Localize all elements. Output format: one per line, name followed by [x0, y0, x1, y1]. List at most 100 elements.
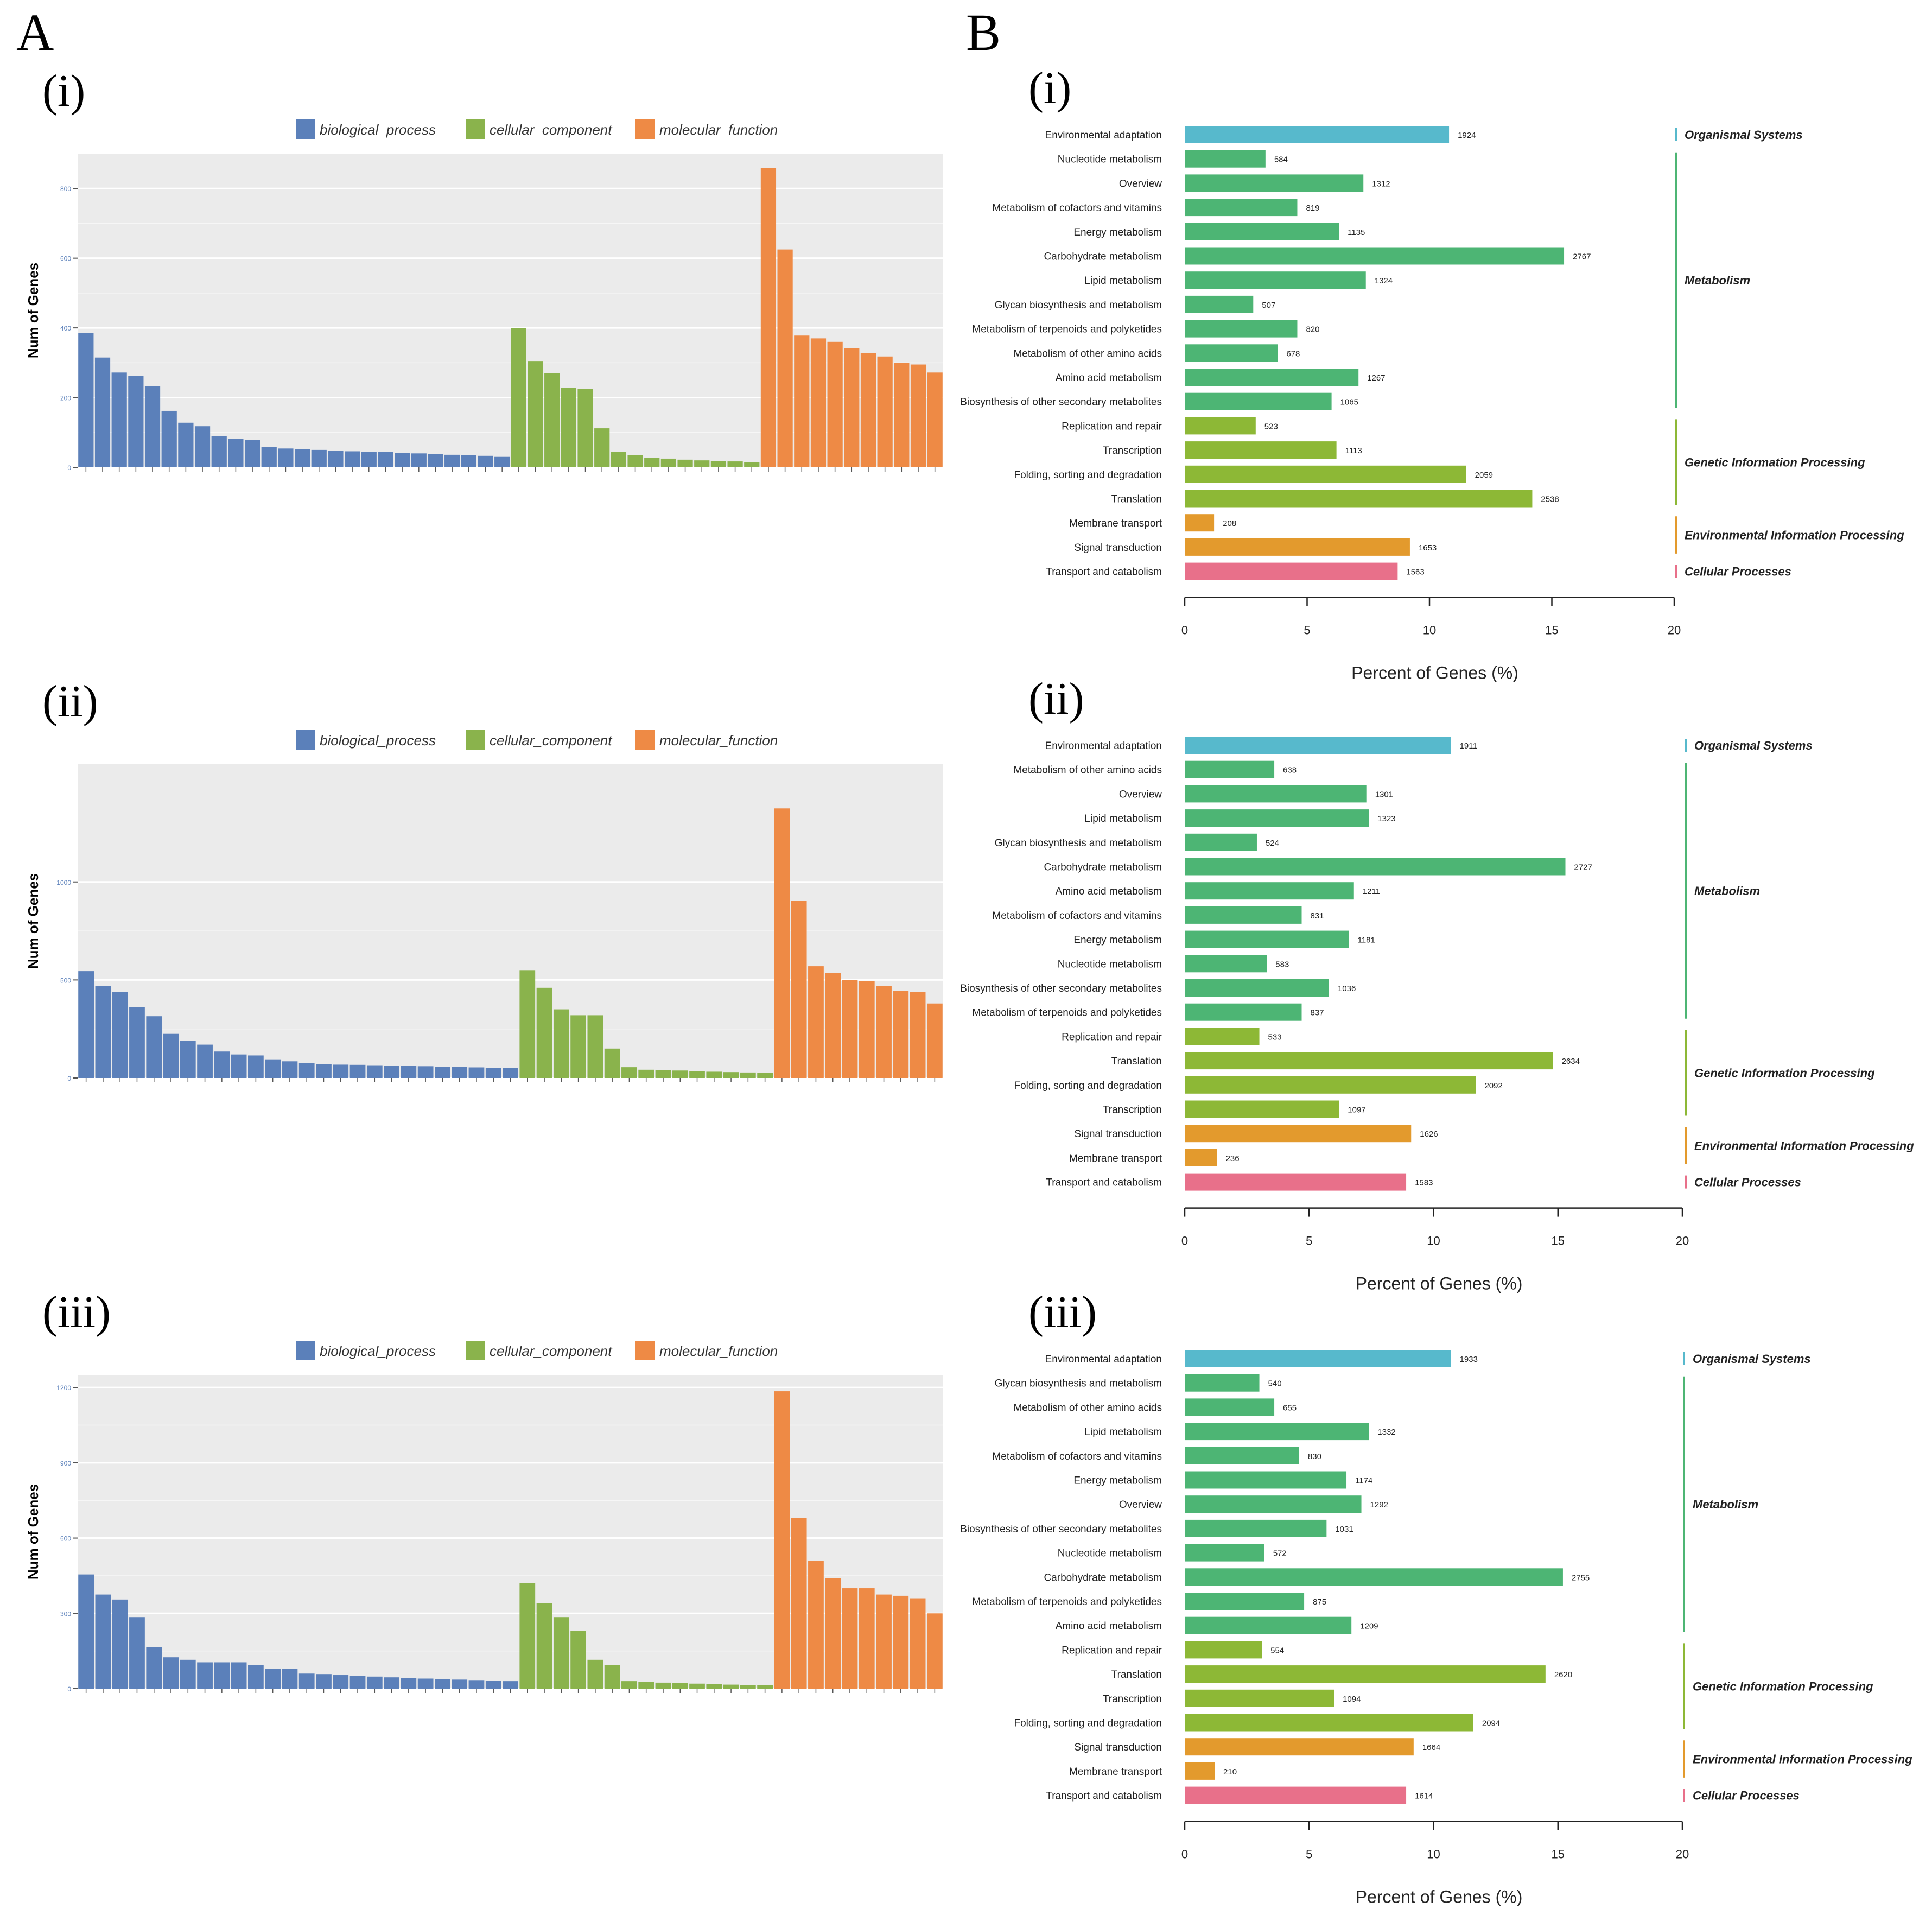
kegg-bar-count: 1583	[1415, 1178, 1433, 1188]
kegg-bar	[1185, 1544, 1264, 1562]
legend-swatch	[296, 730, 315, 750]
x-tick-label: 20	[1668, 624, 1681, 637]
kegg-bar-count: 638	[1283, 766, 1297, 775]
kegg-bar-label: Carbohydrate metabolism	[1044, 862, 1162, 873]
y-tick-label: 0	[67, 1075, 71, 1082]
go-bar	[672, 1683, 688, 1689]
go-bar	[78, 971, 94, 1078]
go-bar	[536, 987, 552, 1078]
kegg-bar-count: 819	[1306, 204, 1319, 213]
go-bar	[926, 1003, 943, 1078]
legend-label: molecular_function	[659, 1343, 778, 1359]
kegg-bar-label: Energy metabolism	[1073, 227, 1162, 238]
go-bar	[894, 363, 910, 467]
y-tick-label: 800	[60, 185, 71, 193]
go-bar	[452, 1679, 468, 1689]
kegg-bar	[1185, 1398, 1275, 1416]
go-bar	[161, 410, 177, 467]
kegg-bar	[1185, 320, 1298, 338]
go-bar	[294, 449, 310, 467]
y-tick-label: 0	[67, 464, 71, 472]
x-tick-label: 15	[1552, 1848, 1565, 1861]
kegg-bar	[1185, 882, 1354, 900]
go-bar	[94, 357, 111, 467]
kegg-bar	[1185, 417, 1256, 435]
legend-label: molecular_function	[659, 732, 778, 749]
kegg-bar	[1185, 441, 1337, 459]
kegg-bar	[1185, 1568, 1563, 1586]
x-tick-label: 5	[1306, 1234, 1312, 1248]
go-bar	[401, 1678, 417, 1689]
kegg-bar-count: 1324	[1375, 276, 1393, 286]
x-tick-label: 20	[1676, 1848, 1689, 1861]
go-bar	[163, 1657, 179, 1689]
kegg-bar	[1185, 760, 1275, 778]
go-bar	[411, 453, 427, 467]
y-tick-label: 0	[67, 1685, 71, 1693]
kegg-bar	[1185, 344, 1278, 362]
x-tick-label: 15	[1545, 624, 1558, 637]
go-bar	[740, 1072, 756, 1078]
go-bar	[876, 1594, 892, 1689]
kegg-bar-count: 2755	[1572, 1573, 1590, 1582]
legend-label: cellular_component	[490, 732, 613, 749]
kegg-bar-count: 1113	[1345, 446, 1362, 455]
legend-label: molecular_function	[659, 122, 778, 138]
kegg-bar-label: Environmental adaptation	[1045, 130, 1162, 141]
go-bar	[859, 981, 875, 1078]
kegg-bar-count: 1174	[1355, 1476, 1372, 1486]
x-tick-label: 5	[1304, 624, 1310, 637]
kegg-bar-label: Membrane transport	[1069, 1153, 1162, 1164]
kegg-bar-label: Translation	[1111, 494, 1162, 505]
kegg-bar-label: Amino acid metabolism	[1056, 1621, 1162, 1632]
go-bar	[553, 1617, 569, 1689]
go-bar	[95, 986, 111, 1078]
go-bar	[298, 1063, 315, 1078]
go-bar	[366, 1065, 383, 1078]
go-bar	[298, 1673, 315, 1689]
go-bar	[757, 1073, 773, 1078]
legend-swatch	[635, 119, 655, 139]
go-bar	[528, 361, 543, 467]
kegg-bar-label: Glycan biosynthesis and metabolism	[995, 1378, 1162, 1390]
kegg-bar-label: Nucleotide metabolism	[1058, 959, 1162, 970]
kegg-bar-count: 830	[1308, 1452, 1321, 1461]
kegg-bar	[1185, 1786, 1407, 1804]
y-tick-label: 200	[60, 395, 71, 402]
y-tick-label: 600	[60, 255, 71, 263]
go-bar	[706, 1684, 722, 1689]
kegg-bar-count: 1664	[1422, 1743, 1440, 1752]
go-bar	[333, 1064, 349, 1078]
kegg-bar-label: Folding, sorting and degradation	[1014, 1080, 1162, 1092]
kegg-bar-label: Folding, sorting and degradation	[1014, 1718, 1162, 1729]
kegg-chart-2: (ii) Environmental adaptation 1911 Metaboli…	[960, 674, 1914, 1293]
y-tick-label: 1000	[56, 879, 71, 886]
kegg-bar-count: 1911	[1460, 741, 1477, 751]
kegg-bar	[1185, 295, 1254, 313]
x-tick-label: 10	[1427, 1848, 1440, 1861]
kegg-bar-label: Biosynthesis of other secondary metaboli…	[960, 1524, 1162, 1535]
kegg-bar-count: 1563	[1406, 568, 1424, 577]
go-bar	[366, 1676, 383, 1689]
go-bar	[244, 440, 260, 467]
go-bar	[694, 460, 710, 467]
kegg-bar-count: 572	[1273, 1549, 1287, 1558]
go-bar	[328, 451, 344, 467]
kegg-bar-count: 210	[1223, 1767, 1237, 1777]
kegg-bar	[1185, 930, 1349, 948]
kegg-chart-3: (iii) Environmental adaptation 1933 Glycan …	[960, 1287, 1912, 1907]
go-bar	[723, 1072, 739, 1078]
go-bar	[144, 386, 161, 467]
go-bar	[740, 1685, 756, 1689]
go-bar	[825, 973, 841, 1078]
kegg-bar-count: 1031	[1335, 1525, 1353, 1534]
go-bar	[361, 452, 377, 467]
kegg-bar-count: 2538	[1541, 495, 1559, 504]
kegg-bar	[1185, 858, 1566, 876]
y-tick-label: 300	[60, 1610, 71, 1618]
y-tick-label: 400	[60, 325, 71, 332]
go-bar	[95, 1594, 111, 1689]
go-bar	[844, 348, 860, 467]
kegg-bar-label: Metabolism of cofactors and vitamins	[992, 202, 1162, 214]
category-label: Organismal Systems	[1685, 128, 1803, 142]
